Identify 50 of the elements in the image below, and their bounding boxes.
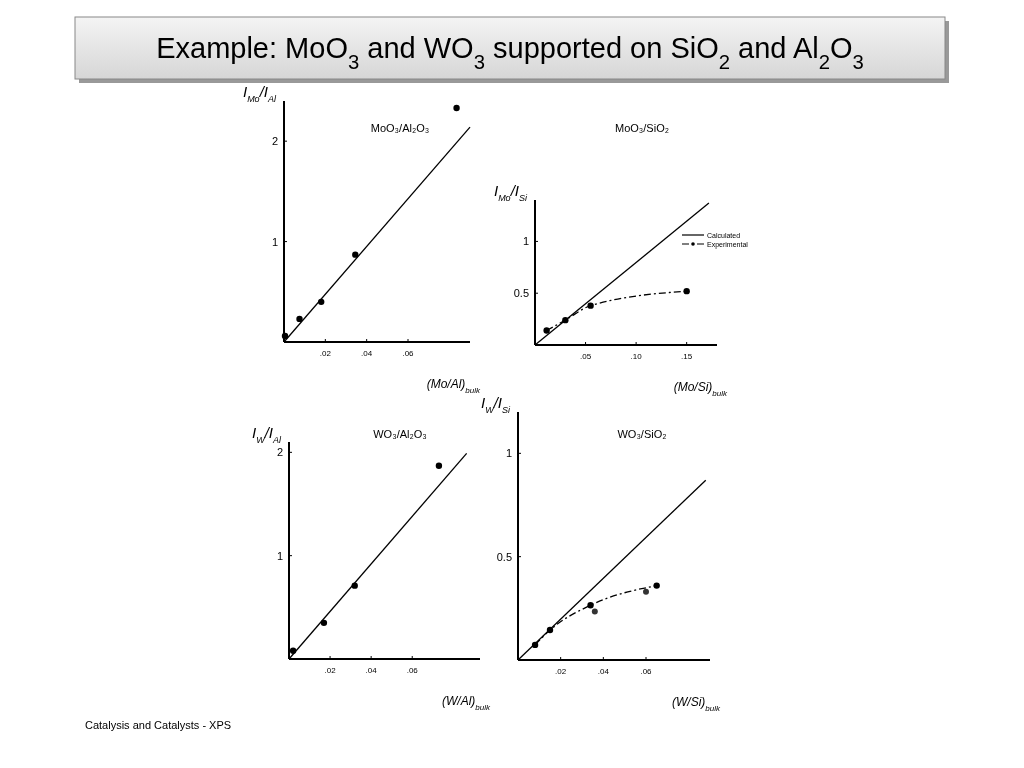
y-tick-label: 0.5: [496, 550, 512, 563]
point: [546, 626, 554, 634]
point: [643, 588, 649, 595]
x-tick-label: .06: [406, 666, 419, 675]
x-tick-label: .06: [640, 667, 653, 676]
text: Catalysis and Catalysts - XPS: [85, 719, 232, 731]
point: [435, 462, 443, 469]
point: [296, 315, 303, 323]
point: [562, 316, 569, 324]
point: [352, 251, 359, 258]
point: [653, 582, 660, 589]
y-tick-label: 1: [276, 549, 283, 562]
point: [281, 332, 289, 340]
x-tick-label: .02: [319, 349, 332, 358]
x-tick-label: .04: [365, 666, 378, 675]
text: Example: MoO$_{3}$ and WO$_{3}$ supported on SiO$_{2}$ and Al$_{2}$O$_{3}$: [156, 32, 864, 73]
point: [683, 287, 690, 295]
chart-title: WO₃/Al₂O₃: [373, 428, 427, 440]
point: [453, 104, 460, 112]
point: [591, 608, 598, 615]
x-axis-title: (Mo/Si)$_{bulk}$: [673, 380, 728, 398]
x-tick-label: .04: [361, 349, 373, 358]
point: [587, 302, 594, 309]
x-tick-label: .05: [579, 352, 592, 361]
y-tick-label: 1: [271, 235, 278, 248]
y-axis-title: I$_{Mo}$/I$_{Si}$: [493, 182, 528, 203]
y-axis-title: I$_{W}$/I$_{Si}$: [480, 394, 511, 415]
text: WO₃/SiO₂: [617, 428, 667, 440]
y-axis-title: I$_{W}$/I$_{Al}$: [251, 424, 282, 445]
x-axis-title: (W/Si)$_{bulk}$: [671, 695, 721, 713]
y-tick-label: 1: [505, 447, 512, 460]
x-axis-title: (Mo/Al)$_{bulk}$: [426, 377, 481, 395]
y-tick-label: 1: [522, 235, 529, 248]
x-tick-label: .04: [597, 667, 610, 676]
point: [587, 602, 594, 609]
x-tick-label: .15: [681, 352, 693, 361]
point: [543, 327, 550, 334]
text: MoO₃/Al₂O₃: [370, 122, 430, 134]
chart-title: MoO₃/SiO₂: [615, 122, 669, 134]
point: [531, 641, 539, 649]
y-tick-label: 2: [276, 446, 283, 459]
y-tick-label: 0.5: [513, 287, 529, 300]
x-tick-label: .10: [630, 352, 643, 361]
x-axis-title: (W/Al)$_{bulk}$: [441, 694, 491, 712]
y-axis-title: I$_{Mo}$/I$_{Al}$: [242, 83, 277, 104]
x-tick-label: .06: [402, 349, 415, 358]
y-tick-label: 2: [271, 135, 278, 148]
point: [320, 619, 328, 627]
x-tick-label: .02: [324, 666, 337, 675]
x-tick-label: .02: [555, 667, 567, 676]
